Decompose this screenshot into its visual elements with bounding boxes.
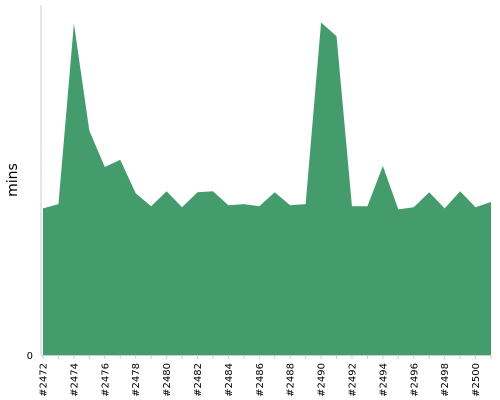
- x-tick-label: #2476: [100, 363, 111, 397]
- x-tick-label: #2496: [409, 363, 420, 397]
- x-tick-label: #2478: [131, 363, 142, 397]
- x-tick-label: #2494: [378, 363, 389, 397]
- x-tick-label: #2492: [347, 363, 358, 397]
- x-tick-label: #2482: [193, 363, 204, 397]
- y-tick-label: 0: [27, 351, 33, 362]
- y-axis: 0: [27, 351, 33, 362]
- x-tick-label: #2474: [69, 363, 80, 397]
- area-series: [43, 22, 491, 355]
- x-tick-label: #2484: [224, 363, 235, 397]
- x-tick-label: #2486: [255, 363, 266, 397]
- plot-area: [43, 22, 491, 355]
- x-axis: #2472 #2474 #2476 #2478 #2480 #2482 #2484 #2486…: [39, 355, 492, 397]
- x-tick-label: #2488: [286, 363, 297, 397]
- y-axis-title: mins: [5, 163, 21, 197]
- x-tick-label: #2500: [471, 363, 482, 397]
- x-tick-label: #2490: [317, 363, 328, 397]
- x-tick-label: #2472: [39, 363, 50, 397]
- x-tick-label: #2498: [440, 363, 451, 397]
- x-tick-label: #2480: [162, 363, 173, 397]
